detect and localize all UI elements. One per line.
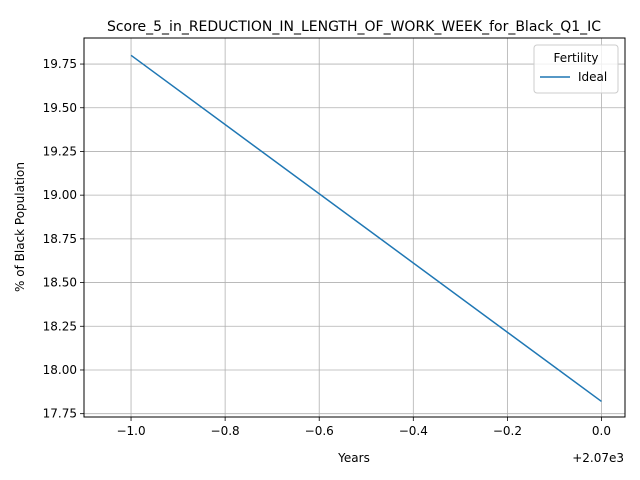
series-line-ideal (130, 54, 602, 403)
x-axis-offset-label: +2.07e3 (572, 451, 624, 465)
y-tick-label: 19.25 (43, 144, 77, 158)
legend-box (533, 44, 619, 94)
x-tick-label: −1.0 (116, 424, 145, 438)
gridlines (84, 38, 625, 417)
x-tick-label: −0.4 (399, 424, 428, 438)
x-tick-label: −0.6 (305, 424, 334, 438)
y-tick-label: 17.75 (43, 407, 77, 421)
y-tick-label: 19.75 (43, 57, 77, 71)
x-tick-label: 0.0 (592, 424, 611, 438)
x-tick-label: −0.8 (211, 424, 240, 438)
y-tick-label: 18.00 (43, 363, 77, 377)
plot-area-frame (83, 37, 626, 418)
series-lines (130, 54, 602, 403)
legend-title: Fertility (553, 51, 598, 65)
y-tick-label: 19.00 (43, 188, 77, 202)
y-axis-label: % of Black Population (13, 162, 27, 292)
chart-title: Score_5_in_REDUCTION_IN_LENGTH_OF_WORK_W… (107, 19, 601, 35)
y-tick-label: 18.25 (43, 319, 77, 333)
y-axis-ticks: 17.75 18.00 18.25 18.50 18.75 19.00 19.25 19.50… (43, 57, 84, 421)
y-tick-label: 18.50 (43, 276, 77, 290)
legend-label-ideal: Ideal (578, 70, 607, 84)
x-axis-ticks: −1.0 −0.8 −0.6 −0.4 −0.2 0.0 (116, 417, 611, 438)
y-tick-label: 19.50 (43, 101, 77, 115)
legend: Fertility Ideal (533, 44, 619, 94)
x-tick-label: −0.2 (493, 424, 522, 438)
y-tick-label: 18.75 (43, 232, 77, 246)
x-axis-label: Years (337, 451, 370, 465)
